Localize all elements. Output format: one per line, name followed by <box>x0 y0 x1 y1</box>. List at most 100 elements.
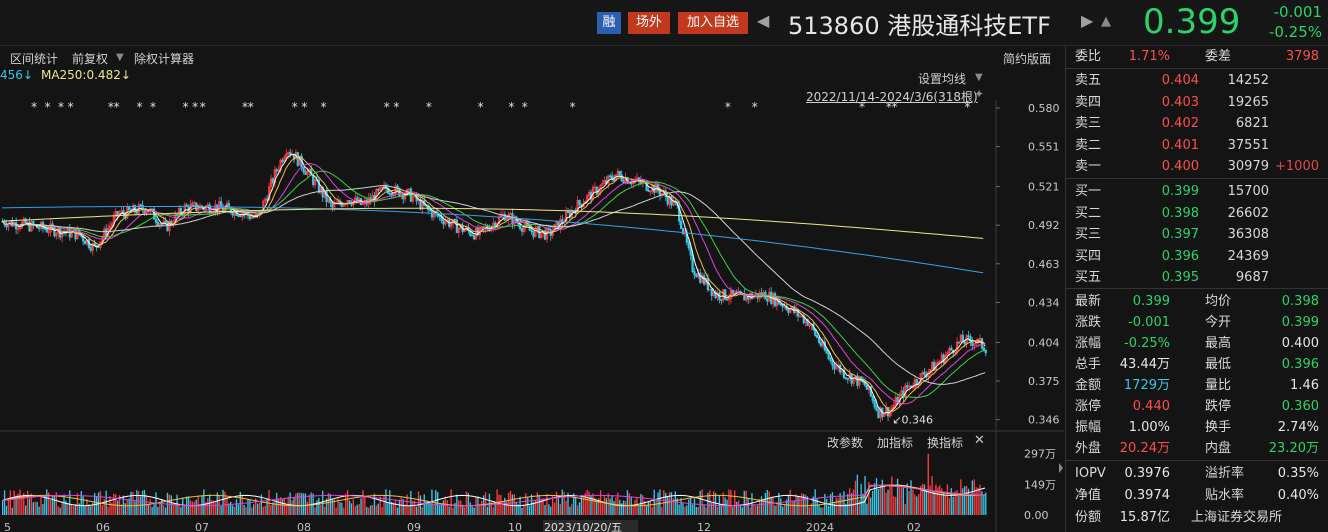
candle-body <box>471 234 474 237</box>
volume-bar <box>425 500 427 515</box>
volume-bar <box>103 499 105 515</box>
volume-bar <box>898 486 901 515</box>
candle-body <box>609 175 612 178</box>
candle-body <box>444 221 447 225</box>
volume-bar <box>918 494 920 515</box>
candle-body <box>239 215 242 218</box>
date-range-link[interactable]: 2022/11/14-2024/3/6(318根) <box>806 90 978 104</box>
change-param-button[interactable]: 改参数 <box>827 436 864 450</box>
month-label: 10 <box>508 521 522 532</box>
margin-badge[interactable]: 融 <box>597 12 621 34</box>
volume-bar <box>366 506 368 515</box>
volume-bar <box>95 496 98 515</box>
add-indicator-button[interactable]: 加指标 <box>877 436 914 450</box>
volume-bar <box>895 497 897 515</box>
volume-bar <box>277 498 280 515</box>
volume-bar <box>178 503 180 515</box>
volume-bar <box>737 500 740 515</box>
volume-bar <box>203 489 205 515</box>
add-watchlist-button[interactable]: 加入自选 <box>678 12 748 34</box>
volume-bar <box>283 497 286 515</box>
candle-body <box>509 213 512 215</box>
volume-bar <box>36 501 38 515</box>
volume-bar <box>870 497 872 515</box>
volume-bar <box>300 492 303 515</box>
volume-bar <box>490 502 493 515</box>
volume-bar <box>297 492 299 515</box>
volume-bar <box>582 497 584 515</box>
stat-label: 涨停 <box>1075 399 1102 414</box>
set-ma-button[interactable]: 设置均线 <box>918 72 967 86</box>
candle-body <box>154 218 158 223</box>
price-tick-label: 0.375 <box>1028 375 1060 388</box>
volume-bar <box>128 498 130 515</box>
volume-bar <box>985 492 987 515</box>
volume-bar <box>32 502 35 515</box>
close-icon[interactable]: ✕ <box>974 433 985 448</box>
kline-chart[interactable]: 5 06 07 08 09 10 2023/10/20/五 12 2024 02 ↙0.346 *… <box>0 100 1064 532</box>
star-marker: * <box>31 100 37 114</box>
alert-bell-icon[interactable]: ▲ <box>1101 14 1111 29</box>
candle-body <box>231 212 234 216</box>
stat-label: 均价 <box>1205 294 1232 309</box>
bid-row: 买一 0.399 15700 <box>1066 181 1328 202</box>
next-stock-arrow-icon[interactable]: ▶ <box>1081 11 1094 30</box>
bid-price: 0.396 <box>1161 248 1199 264</box>
volume-bar <box>149 499 151 515</box>
volume-bar <box>983 495 985 515</box>
price-tick-label: 0.434 <box>1028 296 1060 309</box>
rights-calculator-button[interactable]: 除权计算器 <box>134 52 195 66</box>
otc-button[interactable]: 场外 <box>628 12 670 34</box>
simple-layout-button[interactable]: 简约版面 <box>1003 52 1052 66</box>
volume-bar <box>741 507 744 515</box>
prev-stock-arrow-icon[interactable]: ◀ <box>757 11 770 30</box>
stat-row: 涨停 0.440 跌停 0.360 <box>1066 396 1328 417</box>
etf-info-row: 份额 15.87亿 上海证券交易所 <box>1066 507 1328 528</box>
volume-bar <box>670 492 673 515</box>
star-marker: * <box>859 100 865 114</box>
volume-bar <box>161 499 163 515</box>
price-tick-label: 0.463 <box>1028 258 1060 271</box>
volume-bar <box>369 505 372 515</box>
candle-body <box>269 178 273 188</box>
candle-body <box>875 406 878 411</box>
volume-bar <box>47 492 50 515</box>
bid-price: 0.397 <box>1161 227 1199 242</box>
candle-body <box>139 204 142 206</box>
chevron-down-icon[interactable]: ▼ <box>116 52 124 63</box>
volume-bar <box>494 502 496 515</box>
price-tick-label: 0.551 <box>1028 141 1060 154</box>
volume-bar <box>735 501 738 515</box>
forward-adjust-button[interactable]: 前复权 <box>72 52 109 66</box>
candle-body <box>856 375 859 386</box>
pin-icon[interactable]: ✦ <box>974 87 985 101</box>
volume-bar <box>335 507 337 515</box>
volume-bar <box>343 507 345 515</box>
volume-bar <box>44 496 46 515</box>
ma-line <box>1 206 984 274</box>
volume-bar <box>649 501 652 515</box>
volume-bar <box>235 499 238 515</box>
volume-bar <box>42 504 44 515</box>
bid-label: 买四 <box>1075 248 1102 264</box>
stat-label: 振幅 <box>1075 420 1102 435</box>
volume-bar <box>461 504 464 515</box>
switch-indicator-button[interactable]: 换指标 <box>927 436 964 450</box>
volume-bar <box>61 501 63 515</box>
candle-body <box>846 378 849 380</box>
candle-body <box>543 230 547 240</box>
volume-bar <box>63 494 65 515</box>
candle-body <box>923 371 926 376</box>
volume-bar <box>645 505 648 515</box>
stat-row: 振幅 1.00% 换手 2.74% <box>1066 417 1328 438</box>
volume-bar <box>551 496 554 515</box>
volume-bar <box>946 484 949 515</box>
volume-bar <box>640 493 642 515</box>
volume-bar <box>484 492 487 515</box>
divider <box>1066 288 1328 289</box>
volume-bar <box>220 506 222 515</box>
chevron-down-icon[interactable]: ▼ <box>975 72 983 83</box>
volume-bar <box>762 501 765 515</box>
candle-body <box>237 215 240 217</box>
range-stat-button[interactable]: 区间统计 <box>10 52 59 66</box>
